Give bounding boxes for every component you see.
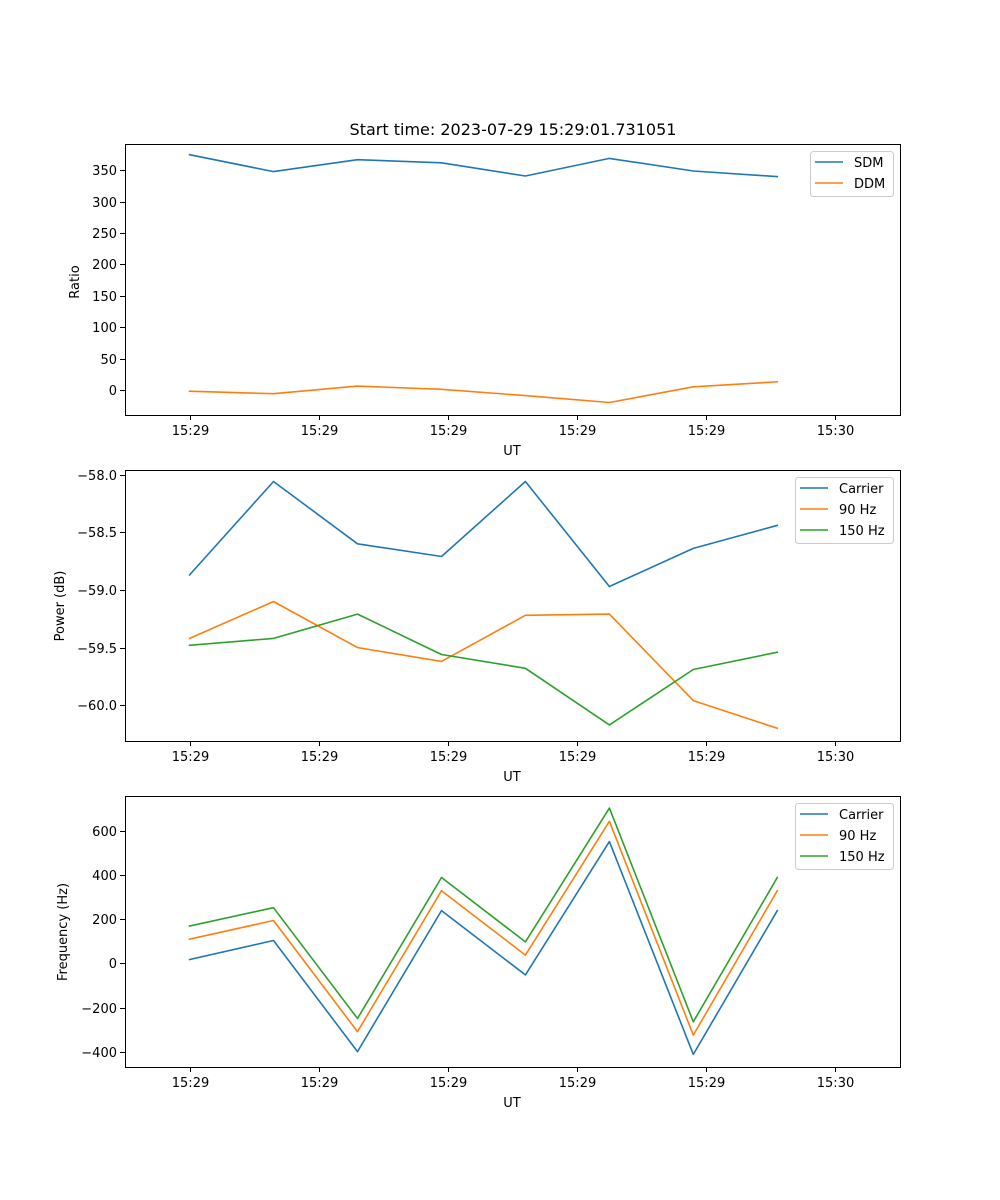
ratio-y-axis-label: Ratio [68, 265, 83, 298]
ratio-y-tick-label: 0 [109, 384, 117, 399]
power-x-tick-label: 15:29 [172, 750, 209, 765]
power-x-ticks: 15:29 15:29 15:29 15:29 15:29 15:30 [172, 741, 854, 765]
power-x-tick-label: 15:29 [559, 750, 596, 765]
frequency-y-tick-label: 400 [92, 869, 117, 884]
power-y-tick-label: −60.0 [77, 699, 117, 714]
ratio-x-tick-label: 15:29 [559, 424, 596, 439]
power-series-90-hz-line [188, 600, 779, 730]
frequency-x-tick-label: 15:29 [301, 1076, 338, 1091]
frequency-x-tick-label: 15:29 [430, 1076, 467, 1091]
ratio-y-tick-label: 50 [100, 353, 117, 368]
frequency-y-tick-label: 200 [92, 913, 117, 928]
frequency-y-ticks: −400 −200 0 200 400 600 [81, 825, 125, 1061]
ratio-y-tick-label: 250 [92, 227, 117, 242]
ratio-x-tick-label: 15:29 [430, 424, 467, 439]
ratio-x-tick-label: 15:29 [172, 424, 209, 439]
power-y-tick-label: −58.5 [77, 526, 117, 541]
power-legend: Carrier 90 Hz 150 Hz [795, 477, 894, 544]
frequency-series-lines [188, 807, 779, 1056]
ratio-panel: 15:29 15:29 15:29 15:29 15:29 15:30 0 50 100 150… [68, 144, 901, 459]
frequency-axes-frame [125, 796, 901, 1068]
ratio-y-tick-label: 350 [92, 164, 117, 179]
frequency-y-tick-label: −400 [81, 1046, 117, 1061]
frequency-x-ticks: 15:29 15:29 15:29 15:29 15:29 15:30 [172, 1067, 854, 1091]
frequency-y-tick-label: 0 [109, 957, 117, 972]
power-series-carrier-line [188, 480, 779, 588]
power-y-tick-label: −58.0 [77, 469, 117, 484]
ratio-legend-label: SDM [854, 156, 883, 171]
frequency-x-tick-label: 15:30 [817, 1076, 854, 1091]
frequency-series-carrier-line [188, 840, 779, 1056]
frequency-legend-box [795, 803, 894, 870]
chart-title: Start time: 2023-07-29 15:29:01.731051 [350, 120, 677, 139]
ratio-x-tick-label: 15:29 [688, 424, 725, 439]
power-legend-box [795, 477, 894, 544]
ratio-y-tick-label: 300 [92, 196, 117, 211]
frequency-series-90-hz-line [188, 820, 779, 1036]
ratio-axes-frame [125, 144, 901, 416]
power-axes-frame [125, 470, 901, 742]
frequency-x-tick-label: 15:29 [559, 1076, 596, 1091]
frequency-legend: Carrier 90 Hz 150 Hz [795, 803, 894, 870]
frequency-series-150-hz-line [188, 807, 779, 1023]
power-panel: 15:29 15:29 15:29 15:29 15:29 15:30 −58.0−58.… [53, 469, 901, 785]
power-y-ticks: −58.0 −58.5 −59.0 −59.5 −60.0 [77, 469, 125, 714]
ratio-y-tick-label: 200 [92, 258, 117, 273]
frequency-y-axis-label: Frequency (Hz) [56, 883, 71, 981]
power-legend-label: Carrier [839, 482, 884, 497]
frequency-panel: 15:29 15:29 15:29 15:29 15:29 15:30 −400 −200 0… [56, 796, 901, 1111]
power-series-lines [188, 480, 779, 730]
frequency-legend-label: 90 Hz [839, 829, 876, 844]
ratio-y-ticks: 0 50 100 150 200 250 300 350 [92, 164, 125, 399]
ratio-x-axis-label: UT [503, 444, 521, 459]
ratio-series-lines [188, 153, 779, 404]
frequency-y-tick-label: 600 [92, 825, 117, 840]
frequency-x-tick-label: 15:29 [688, 1076, 725, 1091]
power-legend-label: 90 Hz [839, 503, 876, 518]
ratio-x-tick-label: 15:29 [301, 424, 338, 439]
power-legend-label: 150 Hz [839, 524, 885, 539]
power-x-tick-label: 15:30 [817, 750, 854, 765]
power-x-tick-label: 15:29 [688, 750, 725, 765]
frequency-x-axis-label: UT [503, 1096, 521, 1111]
frequency-legend-label: Carrier [839, 808, 884, 823]
frequency-x-tick-label: 15:29 [172, 1076, 209, 1091]
power-y-tick-label: −59.0 [77, 584, 117, 599]
power-x-axis-label: UT [503, 770, 521, 785]
power-x-tick-label: 15:29 [430, 750, 467, 765]
ratio-series-ddm-line [188, 380, 779, 404]
ratio-legend-label: DDM [854, 177, 885, 192]
ratio-y-tick-label: 150 [92, 290, 117, 305]
power-y-tick-label: −59.5 [77, 642, 117, 657]
power-x-tick-label: 15:29 [301, 750, 338, 765]
power-y-axis-label: Power (dB) [53, 571, 68, 642]
ratio-x-tick-label: 15:30 [817, 424, 854, 439]
frequency-y-tick-label: −200 [81, 1002, 117, 1017]
ratio-y-tick-label: 100 [92, 321, 117, 336]
ratio-legend: SDM DDM [810, 151, 894, 197]
frequency-legend-label: 150 Hz [839, 850, 885, 865]
ratio-x-ticks: 15:29 15:29 15:29 15:29 15:29 15:30 [172, 415, 854, 439]
power-series-150-hz-line [188, 613, 779, 726]
ratio-series-sdm-line [188, 153, 779, 178]
